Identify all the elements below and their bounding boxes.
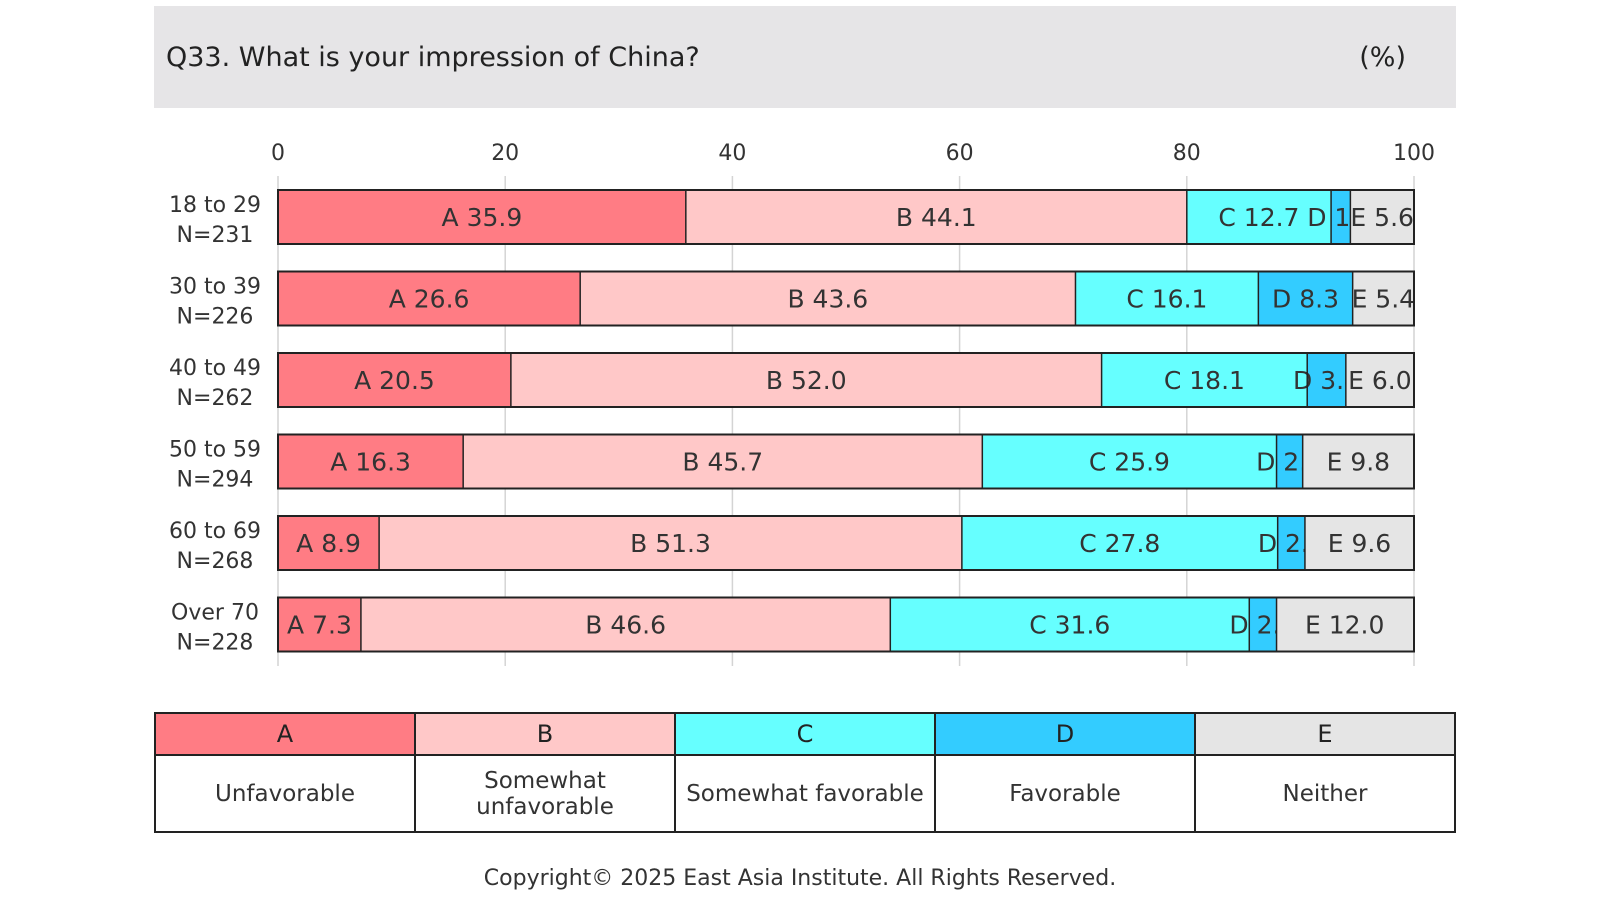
data-label: A 20.5 bbox=[354, 366, 435, 395]
bar-segment-e bbox=[1345, 353, 1414, 407]
data-label: B 52.0 bbox=[766, 366, 847, 395]
category-label: 30 to 39 bbox=[169, 275, 261, 300]
bar-segment-b bbox=[510, 353, 1102, 407]
category-label: 50 to 59 bbox=[169, 438, 261, 463]
x-tick-label: 80 bbox=[1173, 141, 1201, 166]
data-label: E 5.4 bbox=[1352, 285, 1416, 314]
bar-outline bbox=[277, 352, 1415, 408]
legend-key-d: D bbox=[934, 712, 1196, 756]
bar-segment-b bbox=[360, 597, 891, 652]
category-label: Over 70 bbox=[171, 601, 259, 626]
data-label: C 18.1 bbox=[1164, 366, 1245, 395]
bar-segment-a bbox=[278, 271, 581, 326]
data-label: B 43.6 bbox=[787, 285, 868, 314]
data-label: A 8.9 bbox=[296, 529, 361, 558]
legend-label-a: Unfavorable bbox=[154, 754, 416, 833]
bar-outline bbox=[277, 515, 1415, 571]
category-label: 18 to 29 bbox=[169, 193, 261, 218]
data-label: B 46.6 bbox=[585, 611, 666, 640]
stacked-bar-chart: 0 20 40 60 80 100 18 to 29 N=231 A 35.9 B 44.1 C 1… bbox=[169, 141, 1435, 666]
bar-segment-a bbox=[278, 597, 361, 652]
bar-segment-e bbox=[1304, 516, 1414, 570]
sample-size-label: N=231 bbox=[177, 223, 254, 248]
legend-label-e: Neither bbox=[1194, 754, 1456, 833]
bar-segment-c bbox=[890, 597, 1250, 652]
data-label: B 45.7 bbox=[682, 448, 763, 477]
bar-segment-d bbox=[1258, 271, 1353, 326]
data-label: E 12.0 bbox=[1305, 611, 1384, 640]
bar-segment-d bbox=[1249, 597, 1277, 652]
data-label: A 16.3 bbox=[330, 448, 411, 477]
x-tick-label: 40 bbox=[718, 141, 746, 166]
sample-size-label: N=228 bbox=[177, 631, 254, 656]
bar-outline bbox=[277, 433, 1415, 490]
bar-outline bbox=[277, 189, 1415, 245]
unit-label: (%) bbox=[1359, 42, 1406, 73]
data-label: C 16.1 bbox=[1126, 285, 1207, 314]
chart-title: Q33. What is your impression of China? bbox=[166, 42, 700, 73]
legend-key-b: B bbox=[414, 712, 676, 756]
data-label: A 35.9 bbox=[442, 203, 523, 232]
bar-segment-c bbox=[1186, 190, 1332, 244]
data-label: E 5.6 bbox=[1350, 203, 1414, 232]
bar-segment-b bbox=[463, 434, 983, 489]
bar-outline bbox=[277, 270, 1415, 327]
data-label: A 7.3 bbox=[287, 611, 352, 640]
category-label: 60 to 69 bbox=[169, 519, 261, 544]
legend-table: A B C D E Unfavorable Somewhat unfavorab… bbox=[154, 712, 1456, 833]
copyright: Copyright© 2025 East Asia Institute. All… bbox=[483, 866, 1117, 891]
data-label: C 31.6 bbox=[1029, 611, 1110, 640]
bar-segment-b bbox=[379, 516, 962, 570]
category-label: 40 to 49 bbox=[169, 356, 261, 381]
legend-label-d: Favorable bbox=[934, 754, 1196, 833]
data-label: D 8.3 bbox=[1272, 285, 1339, 314]
legend-key-a: A bbox=[154, 712, 416, 756]
bar-segment-e bbox=[1352, 271, 1414, 326]
bar-segment-d bbox=[1277, 516, 1305, 570]
data-label: E 9.6 bbox=[1328, 529, 1392, 558]
bar-segment-a bbox=[278, 516, 380, 570]
chart-header: Q33. What is your impression of China? (… bbox=[154, 6, 1456, 108]
legend-label-c: Somewhat favorable bbox=[674, 754, 936, 833]
data-label: C 27.8 bbox=[1079, 529, 1160, 558]
bar-segment-b bbox=[580, 271, 1076, 326]
x-tick-label: 100 bbox=[1393, 141, 1435, 166]
bar-segment-a bbox=[278, 434, 464, 489]
legend-label-b: Somewhat unfavorable bbox=[414, 754, 676, 833]
x-tick-label: 20 bbox=[491, 141, 519, 166]
data-label: E 6.0 bbox=[1348, 366, 1412, 395]
sample-size-label: N=294 bbox=[177, 468, 254, 493]
x-tick-label: 0 bbox=[271, 141, 285, 166]
x-tick-label: 60 bbox=[946, 141, 974, 166]
data-label: C 25.9 bbox=[1089, 448, 1170, 477]
data-label: C 12.7 bbox=[1218, 203, 1299, 232]
bar-segment-d bbox=[1276, 434, 1303, 489]
bar-segment-a bbox=[278, 353, 511, 407]
data-label: B 51.3 bbox=[630, 529, 711, 558]
sample-size-label: N=262 bbox=[177, 386, 254, 411]
bar-segment-c bbox=[982, 434, 1277, 489]
bar-segment-d bbox=[1331, 190, 1351, 244]
bar-outline bbox=[277, 596, 1415, 653]
sample-size-label: N=268 bbox=[177, 549, 254, 574]
bar-segment-c bbox=[1075, 271, 1259, 326]
data-label: B 44.1 bbox=[896, 203, 977, 232]
bar-segment-e bbox=[1276, 597, 1413, 652]
bar-segment-a bbox=[278, 190, 686, 244]
bar-segment-c bbox=[1101, 353, 1308, 407]
bar-segment-e bbox=[1350, 190, 1414, 244]
bar-segment-b bbox=[685, 190, 1187, 244]
bar-segment-c bbox=[961, 516, 1278, 570]
legend-key-c: C bbox=[674, 712, 936, 756]
bar-segment-d bbox=[1307, 353, 1346, 407]
legend-key-e: E bbox=[1194, 712, 1456, 756]
sample-size-label: N=226 bbox=[177, 305, 254, 330]
data-label: A 26.6 bbox=[389, 285, 470, 314]
bar-segment-e bbox=[1302, 434, 1414, 489]
data-label: E 9.8 bbox=[1327, 448, 1391, 477]
